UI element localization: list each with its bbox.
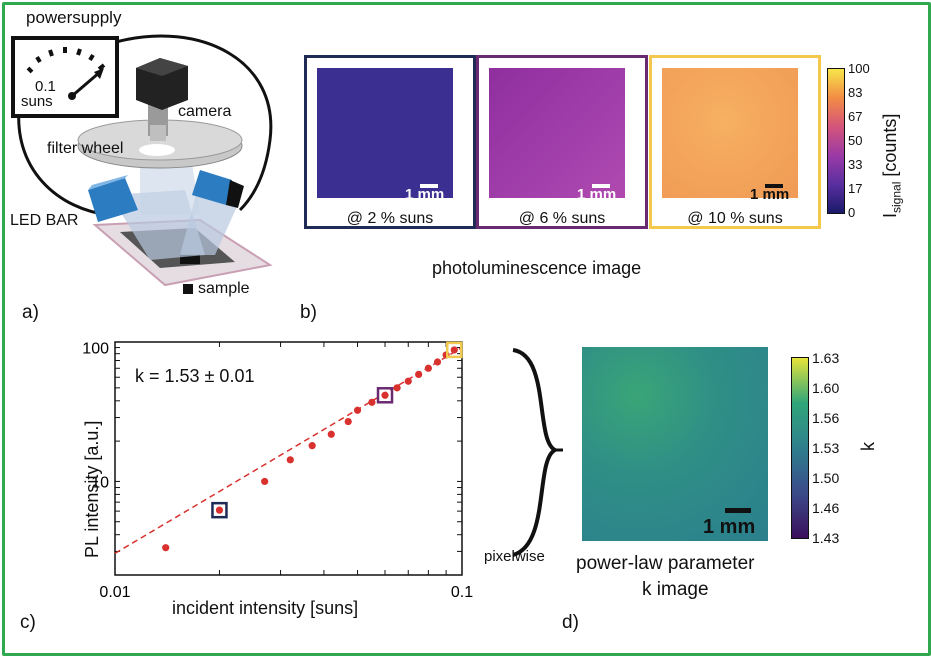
pl-image-6pct: 1 mm @ 6 % suns (476, 55, 648, 229)
y-tick-label: 10 (91, 474, 109, 491)
pl-image-2pct: 1 mm @ 2 % suns (304, 55, 476, 229)
data-point (215, 506, 224, 514)
camera-label: camera (178, 103, 232, 120)
scale-bar (592, 184, 610, 188)
led-bar-label: LED BAR (10, 212, 79, 229)
highlight-box (376, 387, 394, 404)
k-colorbar-tick: 1.50 (812, 470, 840, 486)
chart-xlabel: incident intensity [suns] (172, 598, 359, 618)
colorbar-tick: 100 (848, 61, 870, 76)
k-colorbar-tick: 1.53 (812, 440, 840, 456)
pl-image-2pct-caption: @ 2 % suns (346, 210, 434, 227)
scale-bar-label: 1 mm (405, 186, 445, 203)
brace-icon (512, 348, 563, 557)
data-point (344, 417, 352, 426)
colorbar-tick: 50 (848, 133, 863, 148)
colorbar-tick: 33 (848, 157, 863, 172)
counts-colorbar (827, 68, 845, 214)
data-point (393, 384, 401, 392)
data-point (368, 398, 376, 406)
pl-caption: photoluminescence image (432, 258, 642, 278)
scale-bar-label: 1 mm (750, 186, 790, 203)
colorbar-tick: 67 (848, 109, 863, 124)
k-colorbar-tick: 1.56 (812, 410, 840, 426)
panel-b-letter: b) (300, 302, 317, 323)
dial-value-label: 0.1 (35, 78, 56, 95)
highlight-box (211, 501, 228, 519)
data-point (433, 358, 442, 366)
panel-a: powersupply 0.1 suns camera filter wheel… (0, 0, 300, 330)
k-colorbar (791, 357, 809, 539)
pl-image-10pct-map (662, 68, 798, 198)
data-point (353, 406, 362, 414)
highlight-box (446, 341, 463, 359)
plot-frame (114, 341, 463, 576)
chart-annotation: k = 1.53 ± 0.01 (135, 366, 255, 386)
k-colorbar-label: k (858, 442, 878, 451)
panel-a-letter: a) (22, 302, 39, 323)
scale-bar-label: 1 mm (577, 186, 617, 203)
x-tick-label: 0.01 (99, 584, 130, 601)
k-image-caption-line1: power-law parameter (576, 553, 755, 574)
sample-label: sample (198, 280, 250, 297)
data-point (424, 364, 432, 372)
colorbar-tick: 83 (848, 85, 863, 100)
data-point (450, 346, 458, 354)
data-point (415, 370, 423, 379)
k-colorbar-tick: 1.63 (812, 350, 840, 366)
power-law-chart: 0.01 0.1 10 100 (82, 341, 473, 601)
panel-c-letter: c) (20, 612, 36, 633)
data-point (404, 377, 412, 385)
k-colorbar-tick: 1.43 (812, 530, 840, 546)
k-image-scale-bar (725, 508, 751, 513)
k-colorbar-tick: 1.46 (812, 500, 840, 516)
sample-marker (183, 284, 193, 294)
data-point (286, 456, 294, 464)
pl-image-10pct: 1 mm @ 10 % suns (649, 55, 821, 229)
power-supply-label: powersupply (26, 8, 122, 27)
data-point (261, 477, 269, 486)
k-image-caption-line2: k image (642, 579, 709, 600)
pl-image-10pct-caption: @ 10 % suns (687, 210, 783, 227)
x-tick-label: 0.1 (451, 584, 473, 601)
scale-bar (420, 184, 438, 188)
data-point (308, 442, 316, 450)
colorbar-tick: 0 (848, 205, 856, 220)
data-point (381, 391, 389, 399)
pl-image-2pct-map (317, 68, 453, 198)
panel-d-letter: d) (562, 612, 579, 633)
pl-image-6pct-caption: @ 6 % suns (518, 210, 606, 227)
data-point (162, 544, 170, 552)
dial-unit-label: suns (21, 93, 53, 110)
fit-line (114, 346, 463, 555)
data-point (327, 430, 335, 438)
filter-wheel-label: filter wheel (47, 140, 124, 157)
scale-bar (765, 184, 783, 188)
pl-image-6pct-map (489, 68, 625, 198)
y-tick-label: 100 (82, 341, 109, 358)
pixelwise-label: pixelwise (484, 548, 545, 565)
colorbar-tick: 17 (848, 181, 863, 196)
k-colorbar-tick: 1.60 (812, 380, 840, 396)
setup-schematic (11, 34, 273, 287)
k-image-scale-label: 1 mm (703, 516, 756, 538)
